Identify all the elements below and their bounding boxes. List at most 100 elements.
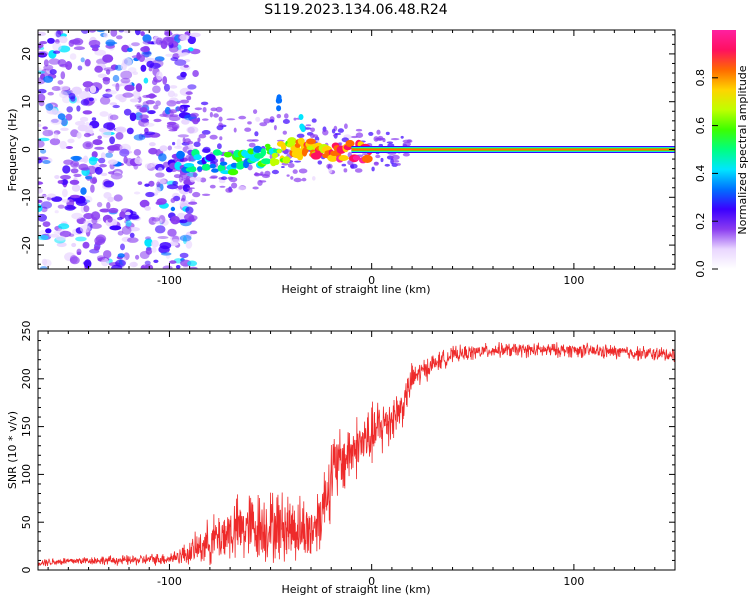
spectrogram-signal-blob <box>193 154 202 161</box>
spectrogram-noise-speckle <box>192 70 199 77</box>
spectrogram-noise-speckle <box>99 96 111 105</box>
spectrogram-noise-speckle <box>165 53 174 57</box>
spectrogram-halo-speckle <box>192 172 198 178</box>
spectrogram-noise-speckle <box>181 118 190 125</box>
spectrogram-halo-speckle <box>247 121 252 125</box>
spectrogram-noise-speckle <box>59 91 68 99</box>
spectrogram-noise-speckle <box>82 110 93 115</box>
spectrogram-noise-speckle <box>179 252 189 259</box>
spectrogram-halo-speckle <box>294 160 302 163</box>
spectrogram-noise-speckle <box>176 138 181 148</box>
spectrogram-noise-speckle <box>110 172 123 180</box>
spectrogram-signal-blob <box>260 148 267 157</box>
spectrogram-signal-blob <box>361 154 373 163</box>
spectrogram-noise-speckle <box>147 110 156 115</box>
spectrogram-halo-speckle <box>221 176 228 181</box>
spectrogram-noise-speckle <box>73 46 85 51</box>
spectrogram-noise-speckle <box>99 208 110 213</box>
spectrogram-halo-speckle <box>193 141 201 148</box>
spectrogram-noise-speckle <box>103 192 112 199</box>
spectrogram-noise-speckle <box>162 36 174 46</box>
spectrogram-noise-speckle <box>188 144 194 149</box>
spectrogram-noise-speckle <box>144 163 153 169</box>
spectrogram-noise-speckle <box>117 253 125 258</box>
spectrogram-noise-speckle <box>189 266 198 269</box>
spectrogram-halo-speckle <box>293 177 302 183</box>
spectrogram-halo-speckle <box>260 171 264 175</box>
spectrogram-noise-speckle <box>65 113 73 121</box>
spectrogram-noise-speckle <box>112 104 120 109</box>
spectrogram-halo-speckle <box>334 132 342 136</box>
spectrogram-noise-speckle <box>103 250 112 259</box>
spectrogram-noise-speckle <box>163 83 171 92</box>
spectrogram-noise-speckle <box>143 122 155 127</box>
spectrogram-noise-speckle <box>120 70 133 80</box>
spectrogram-noise-speckle <box>143 77 149 84</box>
spectrogram-noise-speckle <box>151 247 157 253</box>
spectrogram-x-tick-label: -100 <box>157 274 182 287</box>
spectrogram-noise-speckle <box>124 84 135 92</box>
spectrogram-signal-blob <box>253 145 263 153</box>
spectrogram-noise-speckle <box>188 215 198 221</box>
spectrogram-noise-speckle <box>97 73 107 79</box>
spectrogram-halo-speckle <box>202 118 209 121</box>
spectrogram-noise-speckle <box>54 210 59 214</box>
spectrogram-halo-speckle <box>390 138 400 141</box>
spectrogram-noise-speckle <box>153 104 159 110</box>
spectrogram-spur <box>276 105 282 112</box>
spectrogram-noise-speckle <box>132 261 137 268</box>
spectrogram-halo-speckle <box>254 172 261 177</box>
spectrogram-noise-speckle <box>59 35 68 44</box>
spectrogram-noise-speckle <box>38 137 50 142</box>
spectrogram-noise-speckle <box>133 134 146 141</box>
snr-minor-ticks <box>47 331 676 570</box>
spectrogram-halo-speckle <box>338 142 343 146</box>
spectrogram-noise-speckle <box>38 187 43 194</box>
spectrogram-halo-speckle <box>259 122 268 127</box>
colorbar-ticks: 0.0 0.2 0.4 0.6 0.8 <box>694 69 718 278</box>
spectrogram-noise-speckle <box>139 199 150 208</box>
spectrogram-halo-speckle <box>402 142 411 147</box>
spectrogram-noise-speckle <box>47 193 56 198</box>
spectrogram-halo-speckle <box>331 128 336 134</box>
spectrogram-halo-speckle <box>287 163 295 168</box>
spectrogram-halo-speckle <box>227 176 234 180</box>
spectrogram-noise-speckle <box>120 243 125 251</box>
colorbar: 0.0 0.2 0.4 0.6 0.8 Normalized spectral ampl… <box>694 30 749 278</box>
spectrogram-halo-speckle <box>281 166 285 168</box>
spectrogram-noise-speckle <box>190 32 201 38</box>
spectrogram-noise-speckle <box>59 140 67 150</box>
spectrogram-noise-speckle <box>70 168 79 174</box>
spectrogram-noise-speckle <box>53 50 61 54</box>
spectrogram-noise-speckle <box>96 255 106 261</box>
spectrogram-signal-blob <box>209 163 216 169</box>
spectrogram-halo-speckle <box>225 187 233 193</box>
spectrogram-halo-speckle <box>210 107 218 112</box>
spectrogram-signal-blob <box>197 166 203 171</box>
spectrogram-noise-speckle <box>82 260 91 266</box>
figure-title: S119.2023.134.06.48.R24 <box>264 2 447 18</box>
spectrogram-noise-speckle <box>107 159 118 165</box>
spectrogram-noise-speckle <box>89 85 97 94</box>
spectrogram-noise-speckle <box>103 32 109 38</box>
spectrogram-halo-speckle <box>197 137 201 143</box>
spectrogram-noise-speckle <box>57 80 64 85</box>
spectrogram-noise-speckle <box>82 81 94 88</box>
spectrogram-halo-speckle <box>322 129 329 136</box>
spectrogram-noise-speckle <box>109 225 122 231</box>
spectrogram-noise-speckle <box>148 147 158 155</box>
spectrogram-noise-speckle <box>53 132 59 140</box>
spectrogram-halo-speckle <box>293 117 297 121</box>
spectrogram-noise-speckle <box>38 213 47 222</box>
spectrogram-noise-speckle <box>39 41 48 45</box>
spectrogram-noise-speckle <box>120 77 131 84</box>
spectrogram-noise-speckle <box>123 156 128 164</box>
spectrogram-noise-speckle <box>49 69 57 75</box>
spectrogram-noise-speckle <box>60 71 66 80</box>
colorbar-tick-label: 0.8 <box>694 69 707 87</box>
spectrogram-y-tick-label: -10 <box>20 188 33 206</box>
spectrogram-noise-speckle <box>55 235 66 241</box>
spectrogram-noise-speckle <box>136 52 141 60</box>
spectrogram-noise-speckle <box>112 74 120 83</box>
spectrogram-halo-speckle <box>376 129 381 135</box>
